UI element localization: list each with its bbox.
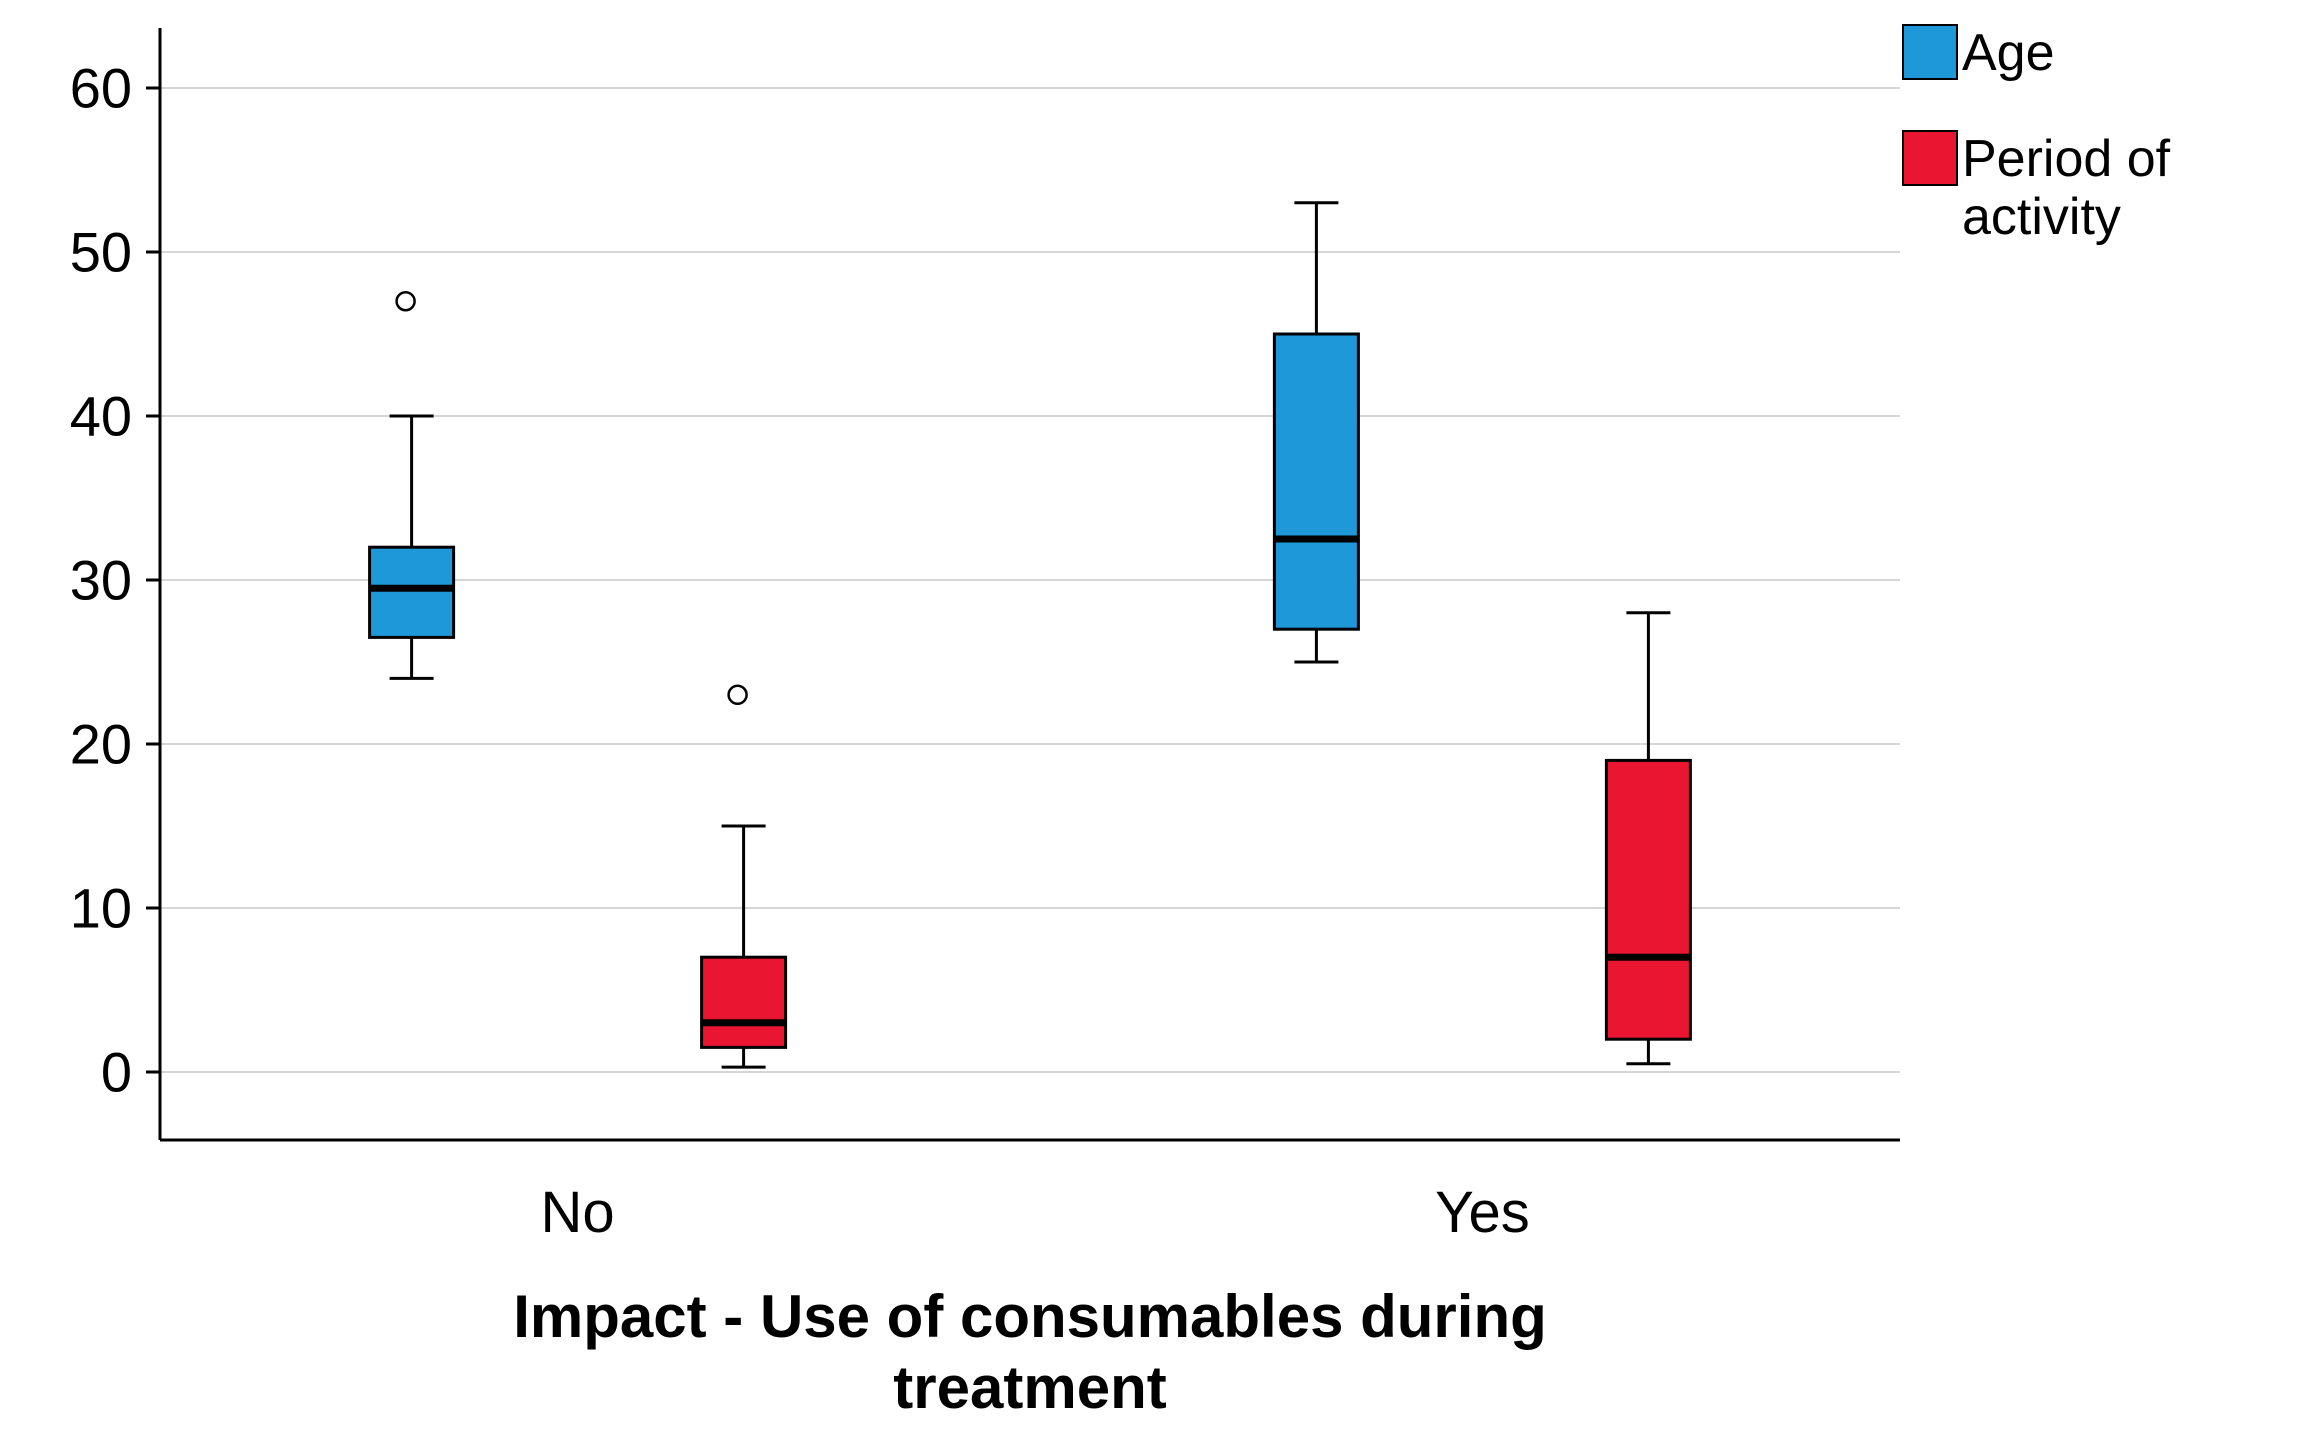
x-axis-title: Impact - Use of consumables during treat… — [513, 1283, 1547, 1421]
box-period-of-activity-no — [700, 955, 788, 1049]
y-tick-label: 20 — [70, 713, 132, 776]
box-age-no — [368, 545, 456, 639]
y-tick-label: 10 — [70, 877, 132, 940]
box-age-yes — [1272, 332, 1360, 631]
legend-swatch — [1902, 130, 1958, 187]
y-tick-label: 40 — [70, 385, 132, 448]
box-period-of-activity-yes — [1604, 758, 1692, 1041]
legend-entry: Period of activity — [1902, 130, 2298, 246]
y-tick-label: 30 — [70, 549, 132, 612]
legend-label: Age — [1962, 24, 2055, 82]
y-tick-label: 0 — [101, 1041, 132, 1104]
x-category-label: No — [541, 1180, 615, 1245]
legend-label: Period of activity — [1962, 130, 2171, 247]
outlier-point — [727, 684, 748, 706]
x-category-label: Yes — [1435, 1180, 1530, 1245]
legend-entry: Age — [1902, 24, 2298, 82]
y-tick-label: 60 — [70, 57, 132, 120]
legend-swatch — [1902, 24, 1958, 80]
legend: Age Period of activity — [1902, 24, 2298, 295]
y-tick-label: 50 — [70, 221, 132, 284]
outlier-point — [395, 290, 416, 312]
